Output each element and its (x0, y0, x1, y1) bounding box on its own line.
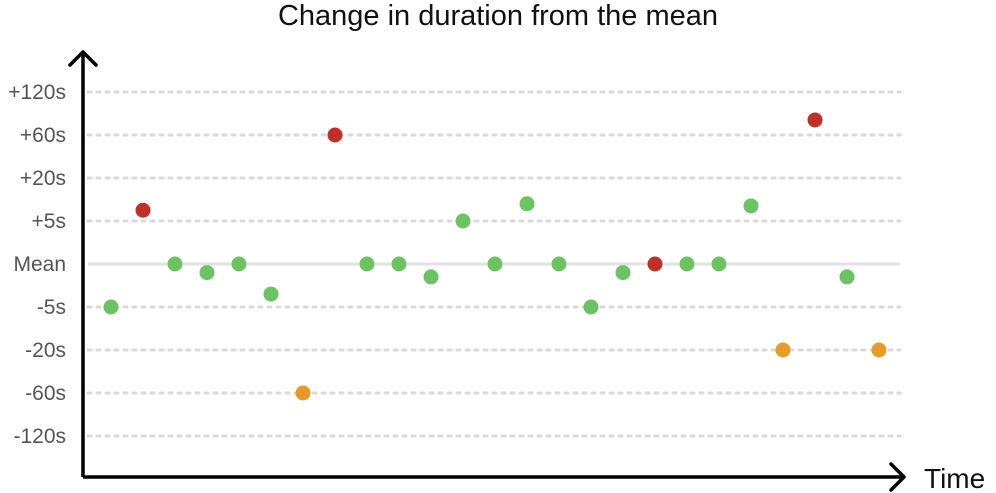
data-point-slow (647, 256, 663, 272)
data-point-normal (263, 286, 279, 302)
data-point-normal (519, 196, 535, 212)
data-point-normal (391, 256, 407, 272)
data-point-normal (487, 256, 503, 272)
y-tick-label: -120s (13, 425, 66, 448)
y-tick-label: Mean (13, 253, 66, 276)
data-point-slow (135, 202, 151, 218)
data-point-normal (359, 256, 375, 272)
y-tick-label: +60s (20, 124, 66, 147)
data-point-normal (103, 299, 119, 315)
x-axis-label: Time (924, 463, 985, 493)
data-point-fast (295, 385, 311, 401)
y-tick-label: -60s (25, 382, 66, 405)
data-point-normal (711, 256, 727, 272)
data-point-normal (839, 269, 855, 285)
data-point-normal (679, 256, 695, 272)
data-point-normal (199, 265, 215, 281)
chart-title: Change in duration from the mean (277, 0, 719, 32)
y-tick-label: -5s (37, 296, 66, 319)
data-point-normal (583, 299, 599, 315)
data-point-fast (775, 342, 791, 358)
data-point-normal (231, 256, 247, 272)
data-point-normal (551, 256, 567, 272)
y-tick-label: +120s (8, 81, 66, 104)
y-tick-label: +5s (32, 210, 66, 233)
x-axis-arrow (889, 462, 906, 492)
data-point-normal (615, 265, 631, 281)
y-tick-label: +20s (20, 167, 66, 190)
data-point-fast (871, 342, 887, 358)
data-point-normal (167, 256, 183, 272)
y-axis-arrow (68, 50, 98, 67)
data-point-normal (423, 269, 439, 285)
data-point-normal (743, 198, 759, 214)
data-point-slow (327, 127, 343, 143)
data-point-slow (807, 112, 823, 128)
data-point-normal (455, 213, 471, 229)
y-tick-label: -20s (25, 339, 66, 362)
